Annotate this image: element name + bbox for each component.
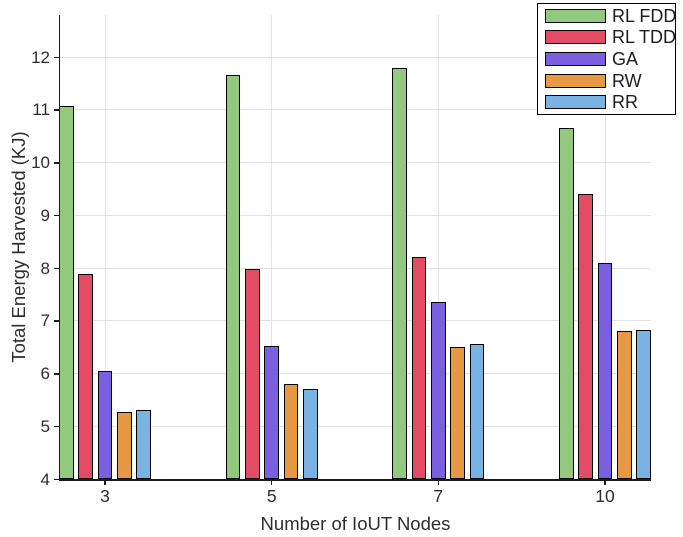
y-tick-10 bbox=[53, 162, 59, 164]
bar-rw-7 bbox=[450, 347, 465, 479]
legend-label-rl-fdd: RL FDD bbox=[612, 5, 677, 26]
bar-rw-10 bbox=[617, 331, 632, 479]
y-tick-11 bbox=[53, 109, 59, 111]
horizontal-gridline-9 bbox=[60, 214, 651, 216]
y-axis-line bbox=[58, 15, 60, 481]
legend-swatch-rl-fdd bbox=[545, 8, 606, 23]
legend-swatch-rr bbox=[545, 95, 606, 110]
x-tick-label-5: 5 bbox=[266, 486, 277, 506]
horizontal-gridline-10 bbox=[60, 162, 651, 164]
legend-item-rr: RR bbox=[538, 91, 675, 113]
y-tick-4 bbox=[53, 478, 59, 480]
bar-rl-fdd-7 bbox=[392, 68, 407, 479]
x-axis-line bbox=[58, 479, 651, 481]
legend: RL FDD RL TDD GA RW RR bbox=[537, 3, 676, 115]
bar-rl-fdd-10 bbox=[559, 127, 574, 479]
y-tick-9 bbox=[53, 214, 59, 217]
vertical-gridline-7 bbox=[437, 15, 439, 479]
horizontal-gridline-11 bbox=[60, 109, 651, 111]
bar-rr-10 bbox=[636, 329, 651, 479]
bar-rl-tdd-3 bbox=[78, 274, 93, 479]
y-tick-label-7: 7 bbox=[40, 311, 50, 331]
bar-rr-7 bbox=[469, 344, 485, 479]
horizontal-gridline-7 bbox=[60, 320, 651, 322]
bar-ga-5 bbox=[264, 345, 279, 479]
vertical-gridline-3 bbox=[104, 15, 106, 479]
bar-rr-3 bbox=[136, 409, 151, 479]
y-tick-7 bbox=[53, 320, 59, 322]
horizontal-gridline-8 bbox=[60, 267, 651, 269]
y-tick-label-4: 4 bbox=[40, 469, 50, 489]
y-axis-label: Total Energy Harvested (KJ) bbox=[8, 131, 29, 363]
bar-rl-tdd-5 bbox=[245, 269, 260, 479]
horizontal-gridline-6 bbox=[60, 373, 651, 375]
bar-ga-7 bbox=[431, 302, 446, 479]
bar-rr-5 bbox=[303, 389, 318, 479]
legend-swatch-rw bbox=[545, 73, 606, 88]
vertical-gridline-10 bbox=[604, 15, 606, 479]
legend-item-rl-fdd: RL FDD bbox=[538, 5, 677, 27]
x-tick-label-10: 10 bbox=[595, 486, 615, 506]
legend-label-rl-tdd: RL TDD bbox=[612, 27, 677, 48]
bar-ga-10 bbox=[597, 262, 613, 479]
x-tick-7 bbox=[437, 480, 440, 485]
y-tick-label-5: 5 bbox=[40, 416, 50, 436]
y-tick-label-10: 10 bbox=[31, 153, 50, 173]
legend-swatch-ga bbox=[545, 52, 606, 66]
bar-rw-5 bbox=[283, 384, 299, 479]
x-tick-label-7: 7 bbox=[433, 486, 444, 506]
y-tick-12 bbox=[53, 56, 59, 59]
x-tick-label-3: 3 bbox=[100, 486, 110, 506]
legend-item-rl-tdd: RL TDD bbox=[538, 27, 677, 49]
x-tick-5 bbox=[270, 480, 273, 485]
x-axis-label: Number of IoUT Nodes bbox=[260, 513, 451, 534]
x-tick-10 bbox=[604, 480, 606, 485]
legend-label-rr: RR bbox=[612, 92, 638, 113]
y-tick-6 bbox=[53, 373, 59, 375]
y-tick-label-8: 8 bbox=[40, 258, 50, 278]
horizontal-gridline-12 bbox=[60, 56, 651, 58]
legend-item-ga: GA bbox=[538, 48, 675, 70]
y-tick-label-6: 6 bbox=[40, 364, 50, 384]
bar-ga-3 bbox=[97, 370, 113, 479]
vertical-gridline-5 bbox=[271, 15, 273, 479]
y-tick-label-11: 11 bbox=[32, 100, 50, 120]
y-tick-5 bbox=[53, 425, 59, 428]
legend-item-rw: RW bbox=[538, 70, 675, 92]
x-tick-3 bbox=[104, 480, 106, 485]
bar-rl-tdd-7 bbox=[411, 257, 427, 479]
legend-swatch-rl-tdd bbox=[545, 30, 606, 45]
legend-label-rw: RW bbox=[612, 70, 642, 91]
y-tick-label-12: 12 bbox=[31, 47, 50, 67]
y-tick-label-9: 9 bbox=[40, 205, 50, 225]
legend-label-ga: GA bbox=[612, 49, 639, 69]
y-tick-8 bbox=[53, 267, 59, 270]
bar-rl-fdd-5 bbox=[225, 75, 241, 479]
bar-rw-3 bbox=[117, 411, 132, 479]
bar-rl-tdd-10 bbox=[578, 194, 593, 479]
bar-rl-fdd-3 bbox=[59, 105, 74, 479]
horizontal-gridline-5 bbox=[60, 425, 651, 427]
